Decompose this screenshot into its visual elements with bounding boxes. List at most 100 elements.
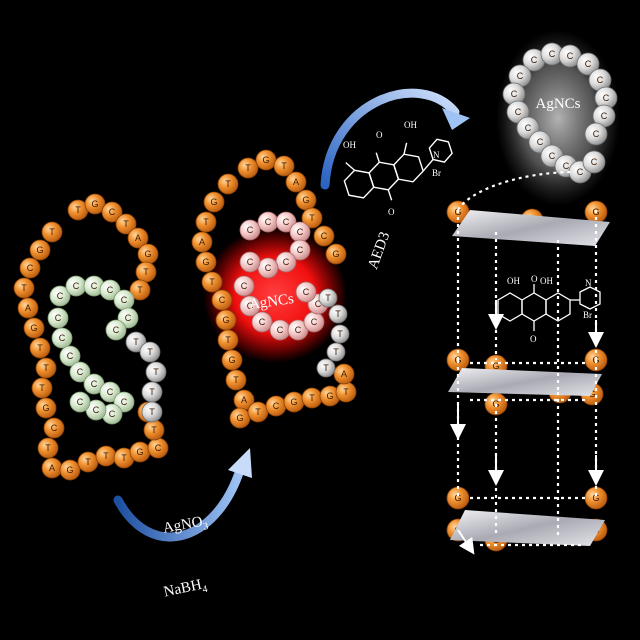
center-orange-bead-7-sphere: [325, 243, 347, 265]
center-pink-bead-15: C: [295, 281, 317, 303]
top-gray-bead-10-base: C: [515, 107, 522, 117]
center-pink-bead-6-base: C: [265, 263, 272, 273]
left-orange-bead-18: C: [43, 417, 65, 439]
left-orange-bead-24-base: T: [121, 453, 127, 463]
quadruplex-g-bead-10-base: G: [588, 389, 595, 399]
center-orange-bead-14-base: C: [219, 295, 226, 305]
left-orange-bead-4-sphere: [127, 227, 149, 249]
left-green-bead-11: C: [83, 373, 105, 395]
center-pink-bead-7: C: [239, 251, 261, 273]
compound-label: AED3: [365, 230, 393, 271]
left-gray-bead-1-base: T: [147, 347, 153, 357]
left-orange-bead-8: T: [41, 221, 63, 243]
left-orange-bead-5: G: [137, 243, 159, 265]
center-orange-bead-13-base: T: [209, 277, 215, 287]
left-orange-bead-6: T: [135, 261, 157, 283]
center-orange-bead-21-base: T: [255, 407, 261, 417]
left-green-bead-4: C: [113, 289, 135, 311]
g-quadruplex: [448, 170, 610, 555]
left-green-bead-6-sphere: [105, 319, 127, 341]
center-orange-bead-1-base: G: [262, 155, 269, 165]
left-orange-bead-2-base: C: [109, 207, 116, 217]
left-green-bead-10: C: [69, 361, 91, 383]
left-green-bead-7: C: [47, 307, 69, 329]
center-pink-bead-5-base: C: [283, 257, 290, 267]
left-orange-bead-9: G: [29, 239, 51, 261]
svg-text:NaBH4: NaBH4: [162, 576, 208, 604]
center-orange-bead-6: C: [313, 225, 335, 247]
left-green-bead-9-sphere: [59, 345, 81, 367]
mol-n: N: [433, 150, 440, 160]
left-orange-bead-0: T: [67, 199, 89, 221]
left-orange-bead-26-base: C: [155, 443, 162, 453]
top-gray-bead-16-sphere: [582, 150, 606, 174]
center-orange-bead-16-sphere: [217, 329, 239, 351]
top-gray-bead-2-base: C: [567, 51, 574, 61]
left-gray-bead-4-base: T: [149, 407, 155, 417]
left-orange-bead-27-base: T: [151, 425, 157, 435]
left-green-bead-1: C: [65, 275, 87, 297]
top-gray-bead-11-base: C: [525, 123, 532, 133]
reagent-nabh4-sub: 4: [201, 584, 208, 596]
left-orange-bead-19-sphere: [37, 437, 59, 459]
center-orange-bead-6-base: C: [321, 231, 328, 241]
center-orange-bead-14-sphere: [211, 289, 233, 311]
left-green-bead-4-base: C: [121, 295, 128, 305]
left-green-bead-8: C: [51, 327, 73, 349]
center-orange-bead-21: T: [247, 401, 269, 423]
center-pink-bead-14-base: C: [315, 299, 322, 309]
quadruplex-g-bead-7: G: [446, 486, 470, 510]
center-gray-bead-2: T: [330, 324, 350, 344]
left-orange-bead-3: T: [115, 213, 137, 235]
center-orange-bead-27: A: [333, 363, 355, 385]
left-orange-bead-12: A: [17, 297, 39, 319]
center-pink-bead-13: C: [303, 311, 325, 333]
left-orange-bead-7-base: T: [137, 285, 143, 295]
left-green-bead-0-sphere: [49, 285, 71, 307]
left-orange-bead-7: T: [129, 279, 151, 301]
aed3-molecule-bound: [497, 284, 601, 331]
center-orange-bead-8-base: T: [225, 179, 231, 189]
center-orange-bead-5-sphere: [301, 207, 323, 229]
agncs-label-center: AgNCs: [248, 291, 295, 313]
left-orange-bead-2: C: [101, 201, 123, 223]
top-gray-bead-7-base: C: [593, 129, 600, 139]
center-orange-bead-2: T: [273, 155, 295, 177]
center-orange-bead-3-base: A: [293, 177, 299, 187]
left-orange-bead-20-base: A: [49, 463, 55, 473]
center-gray-bead-2-sphere: [330, 324, 350, 344]
left-green-bead-13-base: C: [121, 397, 128, 407]
center-pink-bead-10: C: [251, 311, 273, 333]
center-pink-bead-2-base: C: [283, 217, 290, 227]
reagent-nabh4: NaBH4: [162, 576, 208, 604]
center-orange-bead-23-base: G: [290, 397, 297, 407]
center-pink-bead-1: C: [257, 211, 279, 233]
arrow-reduction-head: [228, 448, 252, 478]
left-orange-bead-10-base: C: [27, 263, 34, 273]
center-orange-bead-9: G: [203, 191, 225, 213]
left-green-bead-1-base: C: [73, 281, 80, 291]
left-orange-bead-0-base: T: [75, 205, 81, 215]
left-green-bead-12-base: C: [107, 387, 114, 397]
left-orange-bead-8-sphere: [41, 221, 63, 243]
center-gray-bead-1-sphere: [328, 304, 348, 324]
center-orange-bead-17: G: [221, 349, 243, 371]
left-orange-bead-4-base: A: [135, 233, 141, 243]
center-orange-bead-6-sphere: [313, 225, 335, 247]
center-gray-bead-4: T: [316, 358, 336, 378]
center-orange-bead-10: T: [195, 211, 217, 233]
left-orange-bead-5-base: G: [144, 249, 151, 259]
center-pink-bead-8-sphere: [233, 275, 255, 297]
center-orange-bead-0-sphere: [237, 157, 259, 179]
left-green-bead-6: C: [105, 319, 127, 341]
center-orange-bead-2-sphere: [273, 155, 295, 177]
center-gray-bead-4-base: T: [323, 363, 329, 373]
center-orange-bead-18-base: T: [233, 375, 239, 385]
center-gray-bead-3-sphere: [326, 342, 346, 362]
top-gray-bead-14-base: C: [563, 161, 570, 171]
center-orange-bead-15: G: [215, 309, 237, 331]
center-pink-bead-10-base: C: [259, 317, 266, 327]
left-orange-bead-18-sphere: [43, 417, 65, 439]
top-gray-bead-8-base: C: [517, 71, 524, 81]
